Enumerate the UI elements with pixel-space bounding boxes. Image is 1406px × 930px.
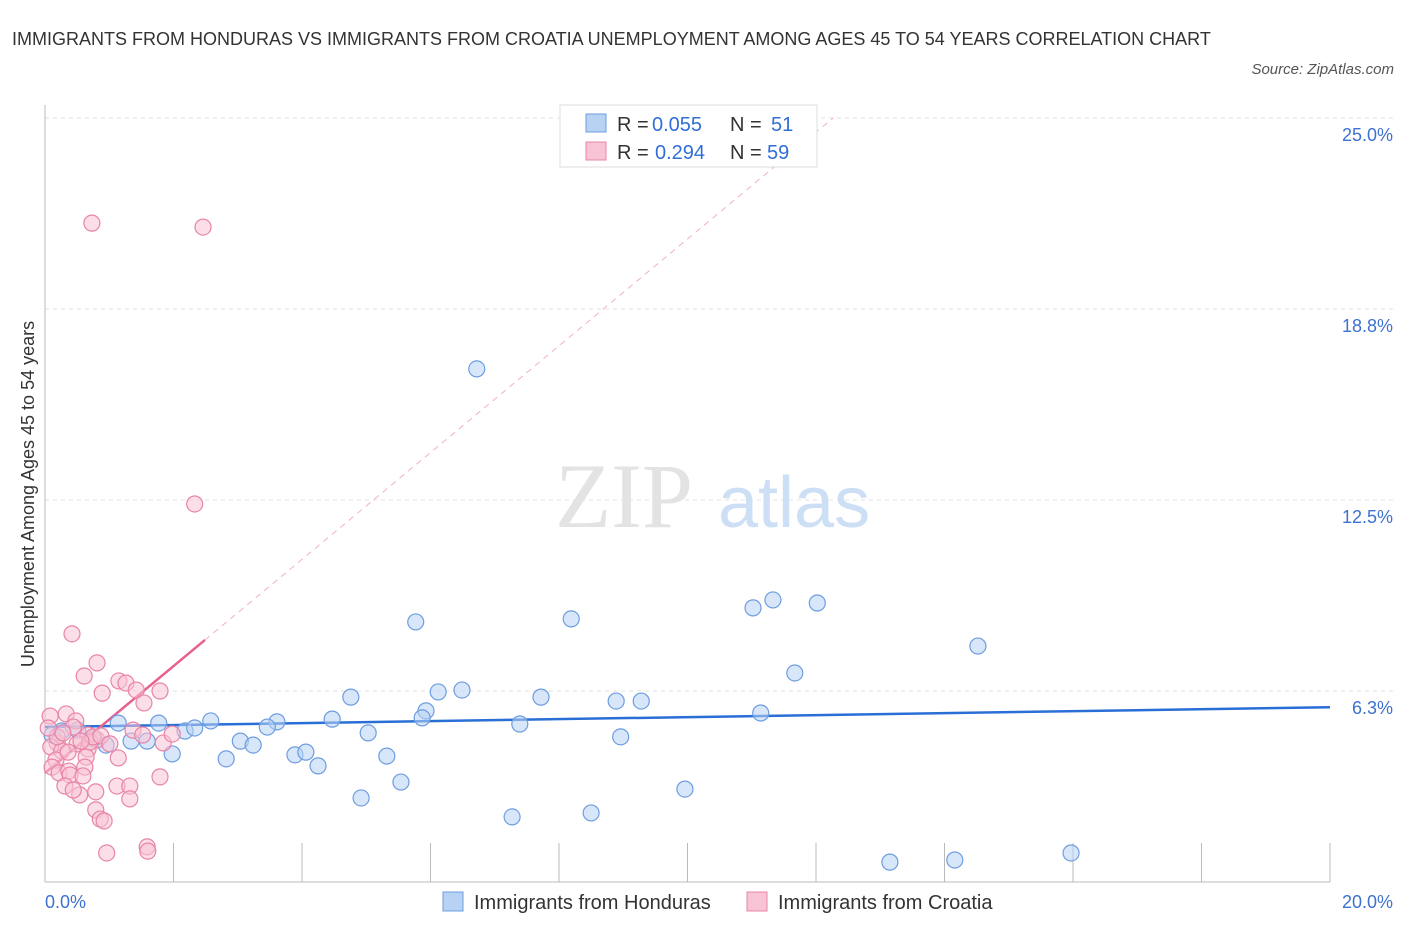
- data-point-honduras: [342, 688, 360, 706]
- data-point-honduras: [217, 750, 235, 768]
- stats-legend: R = 0.055 N = 51 R = 0.294 N = 59: [559, 104, 818, 168]
- data-point-honduras: [764, 591, 782, 609]
- data-point-croatia: [87, 783, 105, 801]
- legend-swatch-honduras: [585, 113, 607, 133]
- data-point-honduras: [503, 808, 521, 826]
- data-point-honduras: [969, 637, 987, 655]
- x-tick-label: 0.0%: [45, 892, 86, 912]
- data-point-croatia: [186, 495, 204, 513]
- data-point-honduras: [607, 692, 625, 710]
- data-point-honduras: [808, 594, 826, 612]
- data-point-honduras: [202, 712, 220, 730]
- data-point-croatia: [83, 214, 101, 232]
- data-point-croatia: [139, 842, 157, 860]
- data-point-honduras: [946, 851, 964, 869]
- data-point-honduras: [453, 681, 471, 699]
- data-point-honduras: [429, 683, 447, 701]
- legend-label-honduras: Immigrants from Honduras: [474, 892, 711, 914]
- r-label: R =: [617, 114, 649, 136]
- data-point-croatia: [59, 743, 77, 761]
- data-point-honduras: [378, 747, 396, 765]
- n-value-honduras: 51: [771, 114, 793, 136]
- data-point-honduras: [186, 719, 204, 737]
- data-point-croatia: [63, 625, 81, 643]
- data-point-honduras: [309, 757, 327, 775]
- data-point-honduras: [258, 718, 276, 736]
- y-axis-label: Unemployment Among Ages 45 to 54 years: [18, 321, 38, 667]
- y-tick-label: 25.0%: [1342, 125, 1393, 145]
- chart-source: Source: ZipAtlas.com: [1251, 61, 1394, 78]
- data-point-croatia: [194, 218, 212, 236]
- data-point-croatia: [109, 749, 127, 767]
- data-point-croatia: [134, 726, 152, 744]
- data-point-honduras: [109, 714, 127, 732]
- data-point-croatia: [54, 724, 72, 742]
- data-point-croatia: [88, 654, 106, 672]
- data-point-honduras: [881, 853, 899, 871]
- data-point-croatia: [151, 682, 169, 700]
- r-value-croatia: 0.294: [655, 142, 705, 164]
- trend-line-honduras: [44, 705, 1331, 729]
- data-point-croatia: [95, 812, 113, 830]
- n-label: N =: [730, 142, 762, 164]
- svg-text:atlas: atlas: [718, 463, 870, 543]
- data-point-honduras: [359, 724, 377, 742]
- data-point-honduras: [582, 804, 600, 822]
- data-point-honduras: [511, 715, 529, 733]
- legend-label-croatia: Immigrants from Croatia: [778, 892, 993, 914]
- data-point-honduras: [786, 664, 804, 682]
- r-value-honduras: 0.055: [652, 114, 702, 136]
- legend-swatch-croatia: [585, 141, 607, 161]
- legend-swatch-croatia: [746, 891, 768, 912]
- legend-swatch-honduras: [442, 891, 464, 912]
- data-point-honduras: [612, 728, 630, 746]
- data-point-honduras: [244, 736, 262, 754]
- data-point-croatia: [64, 781, 82, 799]
- data-point-honduras: [163, 745, 181, 763]
- r-label: R =: [617, 142, 649, 164]
- data-point-croatia: [121, 790, 139, 808]
- y-tick-label: 12.5%: [1342, 507, 1393, 527]
- data-point-honduras: [562, 610, 580, 628]
- data-point-honduras: [150, 714, 168, 732]
- y-tick-label: 18.8%: [1342, 316, 1393, 336]
- data-point-croatia: [72, 732, 90, 750]
- x-tick-label: 20.0%: [1342, 892, 1393, 912]
- data-point-croatia: [98, 844, 116, 862]
- data-point-honduras: [468, 360, 486, 378]
- data-point-croatia: [93, 684, 111, 702]
- data-point-croatia: [101, 735, 119, 753]
- data-point-croatia: [135, 694, 153, 712]
- data-point-honduras: [297, 743, 315, 761]
- data-point-croatia: [151, 768, 169, 786]
- data-point-honduras: [407, 613, 425, 631]
- data-point-honduras: [392, 773, 410, 791]
- data-point-croatia: [127, 681, 145, 699]
- watermark: ZIP atlas: [555, 445, 870, 547]
- chart-title: IMMIGRANTS FROM HONDURAS VS IMMIGRANTS F…: [12, 29, 1211, 49]
- data-point-croatia: [74, 767, 92, 785]
- svg-text:ZIP: ZIP: [555, 445, 693, 547]
- data-point-honduras: [744, 599, 762, 617]
- data-point-croatia: [75, 667, 93, 685]
- y-tick-label: 6.3%: [1352, 698, 1393, 718]
- n-value-croatia: 59: [767, 142, 789, 164]
- data-point-honduras: [323, 710, 341, 728]
- data-point-honduras: [632, 692, 650, 710]
- data-point-honduras: [676, 780, 694, 798]
- bottom-legend: Immigrants from Honduras Immigrants from…: [442, 891, 993, 914]
- data-point-croatia: [163, 725, 181, 743]
- trend-extension-croatia: [204, 117, 834, 641]
- data-point-honduras: [352, 789, 370, 807]
- data-point-honduras: [413, 709, 431, 727]
- data-point-honduras: [1062, 844, 1080, 862]
- data-point-honduras: [752, 704, 770, 722]
- data-point-honduras: [532, 688, 550, 706]
- data-point-croatia: [39, 719, 57, 737]
- n-label: N =: [730, 114, 762, 136]
